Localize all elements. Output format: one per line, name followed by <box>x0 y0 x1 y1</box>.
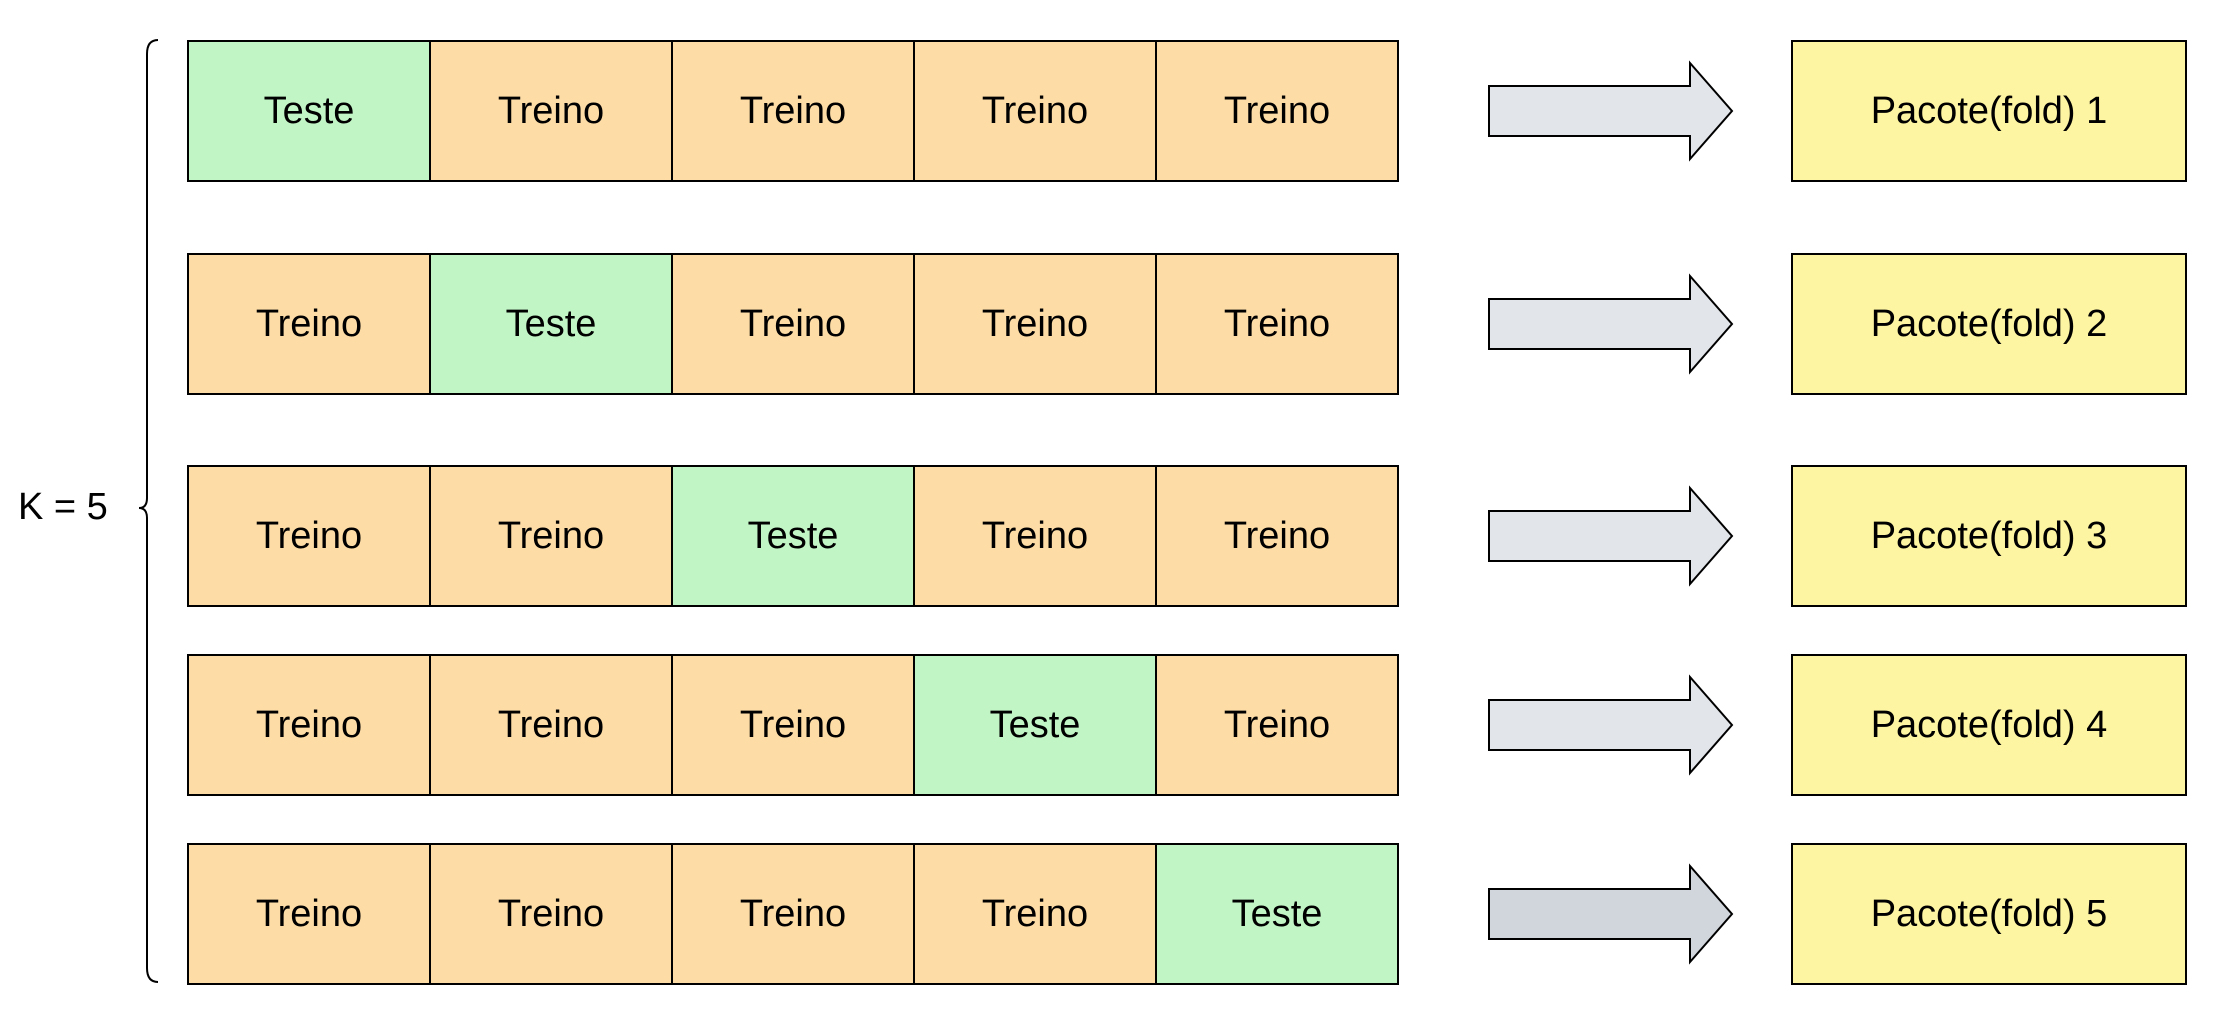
train-cell: Treino <box>1155 42 1397 180</box>
train-cell: Treino <box>913 845 1155 983</box>
train-cell: Treino <box>913 467 1155 605</box>
test-cell: Teste <box>189 42 429 180</box>
train-cell: Treino <box>913 255 1155 393</box>
fold-row-1: Teste Treino Treino Treino Treino <box>187 40 1399 182</box>
train-cell: Treino <box>189 845 429 983</box>
train-cell: Treino <box>429 656 671 794</box>
fold-row-4: Treino Treino Treino Teste Treino <box>187 654 1399 796</box>
train-cell: Treino <box>429 467 671 605</box>
fold-row-3: Treino Treino Teste Treino Treino <box>187 465 1399 607</box>
arrow-right-icon <box>1488 485 1734 587</box>
train-cell: Treino <box>189 656 429 794</box>
train-cell: Treino <box>913 42 1155 180</box>
fold-result-5: Pacote(fold) 5 <box>1791 843 2187 985</box>
arrow-right-icon <box>1488 273 1734 375</box>
fold-row-2: Treino Teste Treino Treino Treino <box>187 253 1399 395</box>
test-cell: Teste <box>1155 845 1397 983</box>
train-cell: Treino <box>429 845 671 983</box>
test-cell: Teste <box>913 656 1155 794</box>
fold-row-5: Treino Treino Treino Treino Teste <box>187 843 1399 985</box>
train-cell: Treino <box>429 42 671 180</box>
train-cell: Treino <box>1155 467 1397 605</box>
fold-result-2: Pacote(fold) 2 <box>1791 253 2187 395</box>
k-brace <box>138 39 159 983</box>
train-cell: Treino <box>1155 255 1397 393</box>
train-cell: Treino <box>189 467 429 605</box>
k-label: K = 5 <box>18 486 108 528</box>
train-cell: Treino <box>1155 656 1397 794</box>
train-cell: Treino <box>671 42 913 180</box>
fold-result-4: Pacote(fold) 4 <box>1791 654 2187 796</box>
train-cell: Treino <box>671 255 913 393</box>
train-cell: Treino <box>671 845 913 983</box>
train-cell: Treino <box>671 656 913 794</box>
fold-result-1: Pacote(fold) 1 <box>1791 40 2187 182</box>
test-cell: Teste <box>429 255 671 393</box>
test-cell: Teste <box>671 467 913 605</box>
fold-result-3: Pacote(fold) 3 <box>1791 465 2187 607</box>
arrow-right-icon <box>1488 60 1734 162</box>
train-cell: Treino <box>189 255 429 393</box>
arrows <box>1488 60 1734 965</box>
arrow-right-icon <box>1488 674 1734 776</box>
arrow-right-icon <box>1488 863 1734 965</box>
